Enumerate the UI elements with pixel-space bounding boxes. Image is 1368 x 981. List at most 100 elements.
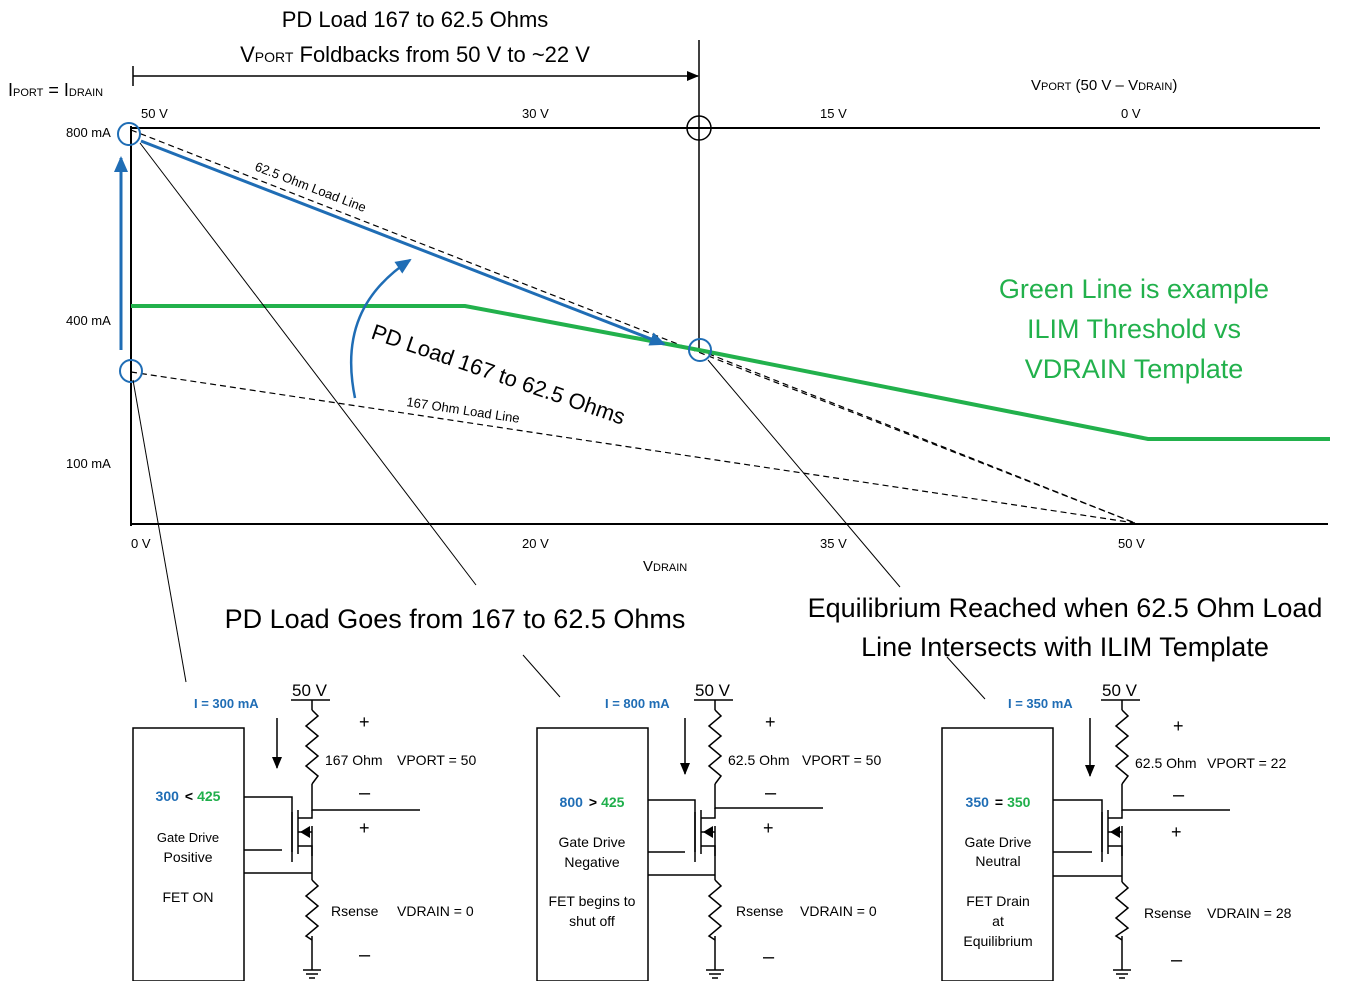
callout-equilibrium-line2: Line Intersects with ILIM Template [861, 632, 1269, 662]
circuit-wires [244, 700, 420, 966]
circuit-current-label: I = 300 mA [194, 696, 259, 711]
green-note-line2: ILIM Threshold vs [1027, 314, 1241, 344]
compare-text: 300 <425 [156, 788, 221, 804]
bottom-tick-0v: 0 V [131, 536, 151, 551]
resistor-label: 167 Ohm [325, 752, 383, 768]
resistor-sense [707, 879, 723, 941]
box-line-4: FET ON [162, 889, 213, 905]
pd-load-change-curve-arrow [349, 258, 412, 399]
circuit-2: I = 800 mA 50 V 800 >425 Gate Drive Negat… [536, 681, 881, 981]
supply-label: 50 V [1102, 681, 1138, 700]
resistor-sense [304, 879, 320, 941]
circuit-wires [1053, 700, 1230, 966]
vport-label: VPORT = 22 [1207, 755, 1286, 771]
y-axis-label: IPORT = IDRAIN [8, 80, 103, 100]
ground-symbol [303, 966, 321, 979]
plus-bottom: + [763, 818, 774, 838]
bottom-tick-50v: 50 V [1118, 536, 1145, 551]
box-line-5: at [992, 913, 1004, 929]
circuit-3: I = 350 mA 50 V 350 = 350 Gate Drive Neutr… [941, 681, 1292, 981]
green-note-line3: VDRAIN Template [1025, 354, 1244, 384]
leader-line-middle-lower [522, 654, 561, 698]
controller-box [941, 727, 1054, 981]
plus-top: + [1173, 716, 1184, 736]
supply-label: 50 V [695, 681, 731, 700]
ilim-template-green-line [131, 304, 1330, 441]
plus-top: + [765, 712, 776, 732]
vdrain-label: VDRAIN = 28 [1207, 905, 1292, 921]
leader-line-middle [139, 142, 477, 586]
resistor-sense [1114, 881, 1130, 941]
box-line-1: Gate Drive [559, 834, 626, 850]
top-intersection-marker [686, 115, 712, 141]
box-line-4: FET begins to [549, 893, 636, 909]
header-subtitle: VPORT Foldbacks from 50 V to ~22 V [240, 42, 590, 67]
compare-text: 350 = 350 [966, 794, 1031, 810]
box-line-5: shut off [569, 913, 615, 929]
circuit-wires [648, 700, 823, 966]
callout-equilibrium-line1: Equilibrium Reached when 62.5 Ohm Load [808, 593, 1323, 623]
box-line-1: Gate Drive [157, 830, 219, 845]
fet-arrow [1110, 826, 1120, 838]
box-line-2: Positive [163, 849, 212, 865]
resistor-top [1114, 709, 1130, 785]
vdrain-label: VDRAIN = 0 [800, 903, 877, 919]
plus-top: + [359, 712, 370, 732]
circuit-current-label: I = 800 mA [605, 696, 670, 711]
box-line-4: FET Drain [966, 893, 1030, 909]
fet-symbol [1101, 810, 1123, 856]
y-tick-800ma: 800 mA [66, 125, 111, 140]
ground-symbol [706, 966, 724, 979]
fet-symbol [694, 808, 716, 856]
y-tick-400ma: 400 mA [66, 313, 111, 328]
point-800ma-marker [117, 122, 141, 146]
load-line-62-5-blue [140, 139, 666, 346]
leader-line-right-lower [946, 656, 986, 700]
fet-arrow [300, 826, 310, 838]
minus-bottom: – [1171, 949, 1183, 971]
leader-line-left [132, 379, 187, 683]
load-line-extra-dashed [698, 349, 1136, 524]
x-axis-label: VDRAIN [643, 558, 687, 575]
top-tick-0v: 0 V [1121, 106, 1141, 121]
plus-bottom: + [359, 818, 370, 838]
callout-pd-load-goes: PD Load Goes from 167 to 62.5 Ohms [225, 604, 686, 634]
box-line-1: Gate Drive [965, 834, 1032, 850]
fet-arrow [703, 826, 713, 838]
plus-bottom: + [1171, 822, 1182, 842]
minus-top: – [1173, 784, 1185, 806]
equilibrium-point-marker [688, 338, 712, 362]
top-tick-50v: 50 V [141, 106, 168, 121]
controller-box [536, 727, 649, 981]
load-line-62-5-dashed [130, 129, 1136, 524]
top-tick-30v: 30 V [522, 106, 549, 121]
controller-box [132, 727, 245, 981]
resistor-label: 62.5 Ohm [728, 752, 789, 768]
minus-bottom: – [359, 944, 371, 966]
vdrain-label: VDRAIN = 0 [397, 903, 474, 919]
minus-top: – [765, 782, 777, 804]
top-tick-15v: 15 V [820, 106, 847, 121]
point-300ma-marker [119, 359, 143, 383]
box-line-2: Neutral [975, 853, 1020, 869]
circuit-1: I = 300 mA 50 V 300 <425 Gate Drive Posit… [132, 681, 476, 981]
resistor-top [304, 709, 320, 785]
rsense-label: Rsense [1144, 905, 1192, 921]
ground-symbol [1113, 966, 1131, 979]
load-line-167-dashed [130, 371, 1136, 524]
bottom-tick-35v: 35 V [820, 536, 847, 551]
vport-label: VPORT = 50 [802, 752, 881, 768]
green-note-line1: Green Line is example [999, 274, 1269, 304]
leader-line-right [707, 359, 901, 588]
minus-top: – [359, 782, 371, 804]
compare-text: 800 >425 [560, 794, 625, 810]
header-title: PD Load 167 to 62.5 Ohms [282, 7, 549, 32]
box-line-2: Negative [564, 854, 619, 870]
supply-label: 50 V [292, 681, 328, 700]
box-line-6: Equilibrium [963, 933, 1032, 949]
resistor-label: 62.5 Ohm [1135, 755, 1196, 771]
bottom-tick-20v: 20 V [522, 536, 549, 551]
top-axis-label: VPORT (50 V – VDRAIN) [1031, 77, 1177, 94]
fet-symbol [291, 810, 313, 856]
